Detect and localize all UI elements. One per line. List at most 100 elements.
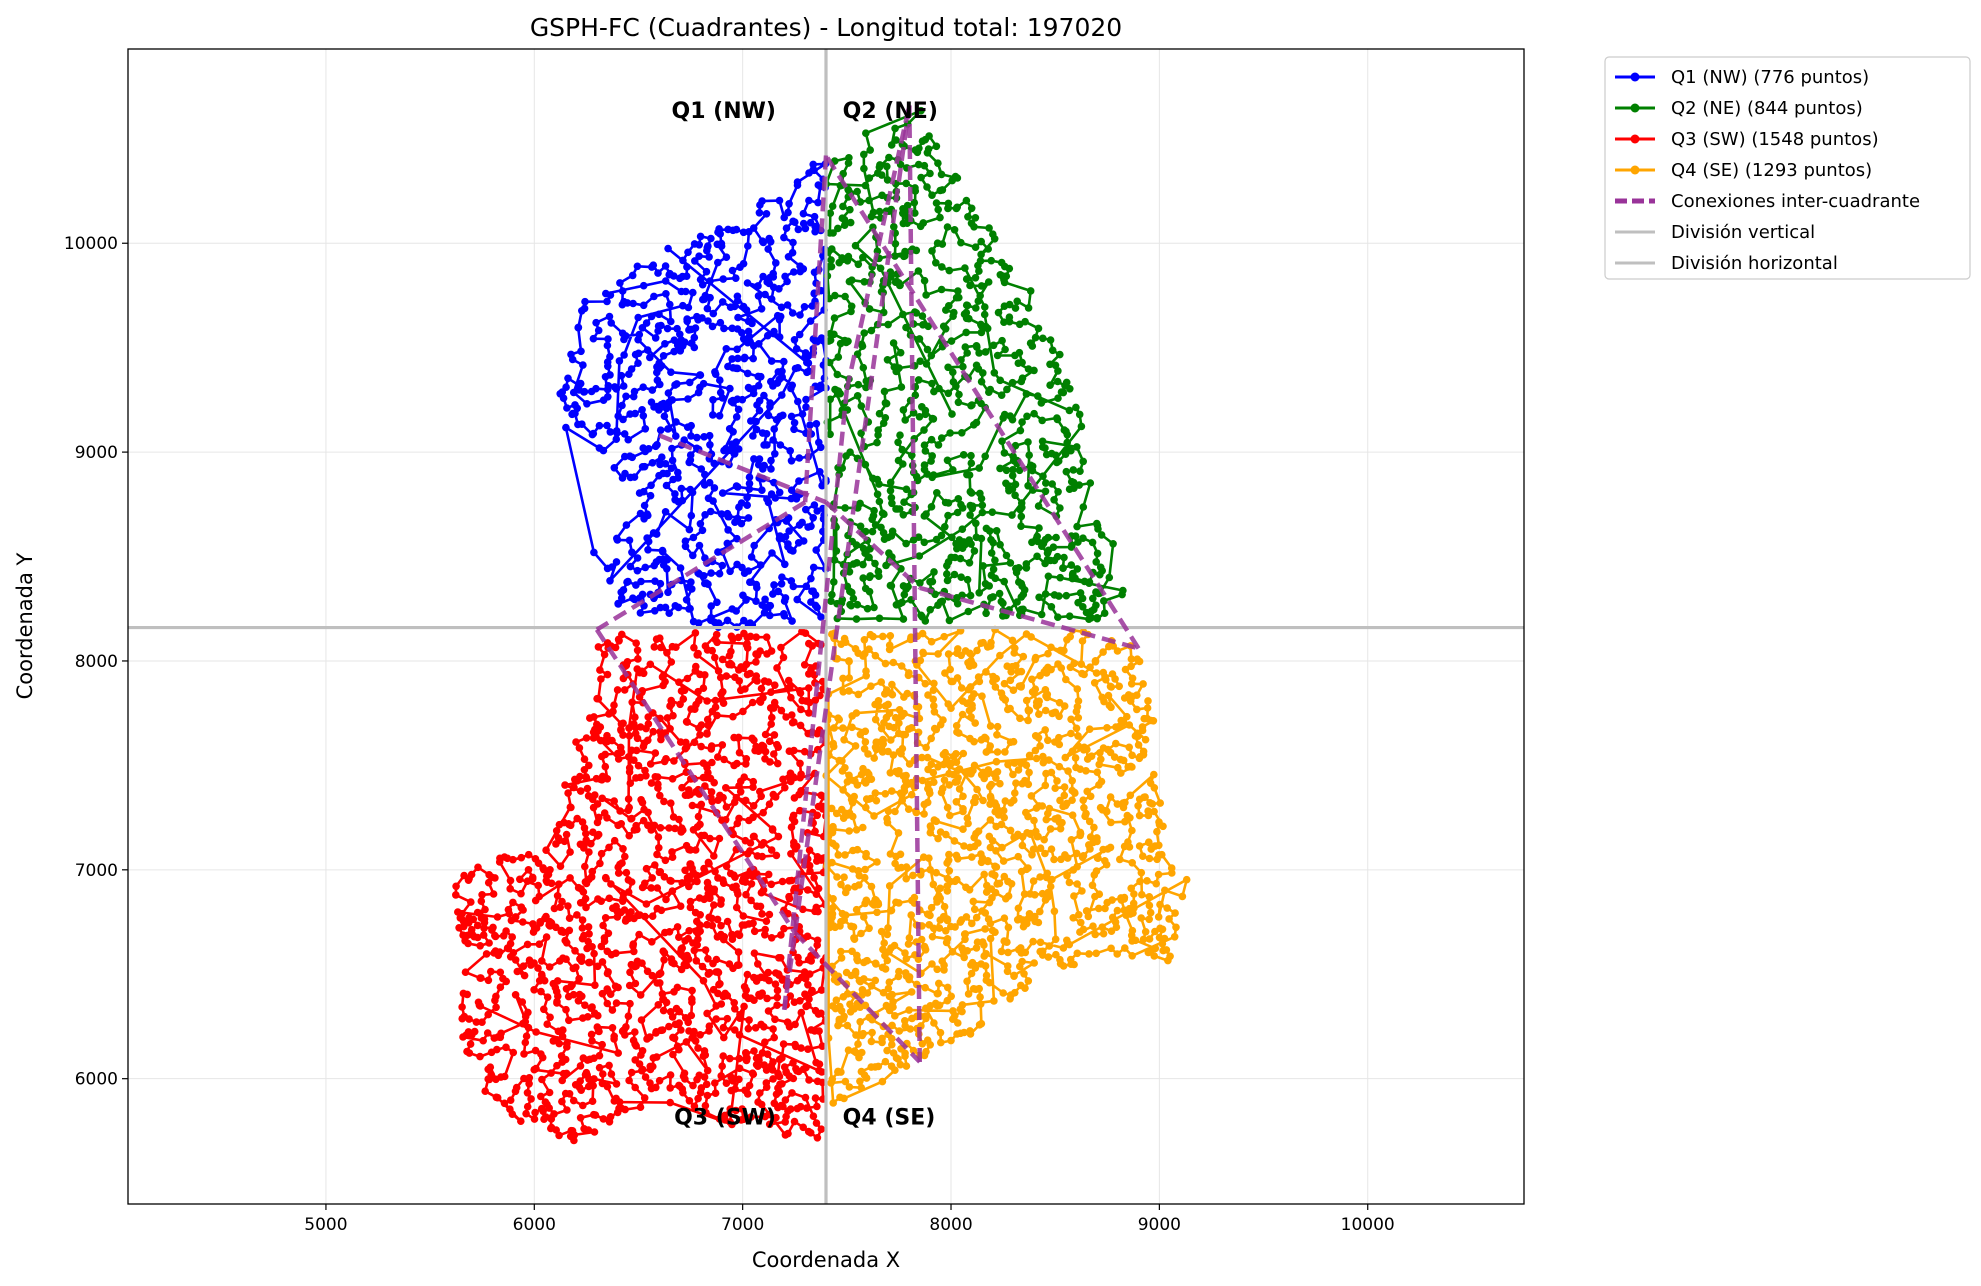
data-point xyxy=(705,253,713,261)
data-point xyxy=(1138,890,1146,899)
data-point xyxy=(762,917,771,925)
data-point xyxy=(1078,887,1086,895)
data-point xyxy=(904,940,913,948)
data-point xyxy=(682,1038,691,1046)
data-point xyxy=(703,729,711,737)
data-point xyxy=(773,311,782,320)
data-point xyxy=(978,508,987,517)
data-point xyxy=(778,391,786,399)
data-point xyxy=(634,359,642,368)
data-point xyxy=(711,1079,719,1087)
data-point xyxy=(951,778,960,786)
data-point xyxy=(1161,886,1169,895)
data-point xyxy=(727,647,735,656)
data-point xyxy=(805,169,813,177)
data-point xyxy=(1125,721,1134,729)
data-point xyxy=(921,946,930,954)
data-point xyxy=(847,302,856,311)
data-point xyxy=(927,503,936,511)
data-point xyxy=(679,256,687,265)
data-point xyxy=(1082,767,1090,775)
data-point xyxy=(708,758,716,767)
data-point xyxy=(905,669,913,677)
data-point xyxy=(841,851,849,859)
data-point xyxy=(1093,854,1102,862)
data-point xyxy=(549,1037,558,1045)
data-point xyxy=(493,913,502,921)
data-point xyxy=(905,1006,913,1014)
data-point xyxy=(712,630,721,639)
data-point xyxy=(717,900,725,908)
data-point xyxy=(616,279,624,287)
data-point xyxy=(761,1038,769,1046)
data-point xyxy=(930,679,938,688)
data-point xyxy=(603,775,612,783)
data-point xyxy=(664,389,673,397)
x-tick-label: 10000 xyxy=(1341,1215,1395,1235)
data-point xyxy=(978,692,986,700)
data-point xyxy=(958,944,966,952)
data-point xyxy=(750,736,758,745)
data-point xyxy=(868,899,877,908)
plot-frame xyxy=(127,48,1525,1205)
data-point xyxy=(878,191,886,200)
data-point xyxy=(716,376,724,385)
data-point xyxy=(616,743,625,752)
data-point xyxy=(815,1060,824,1068)
data-point xyxy=(986,816,995,824)
data-point xyxy=(907,790,916,799)
data-point xyxy=(687,578,695,586)
data-point xyxy=(920,276,929,285)
data-point xyxy=(529,928,538,936)
data-point xyxy=(976,489,984,498)
data-point xyxy=(865,196,873,205)
data-point xyxy=(700,831,709,840)
data-point xyxy=(484,1010,493,1019)
data-point xyxy=(683,263,691,271)
data-point xyxy=(642,319,651,327)
data-point xyxy=(796,1102,805,1111)
data-point xyxy=(834,851,843,859)
data-point xyxy=(628,271,637,280)
data-point xyxy=(896,431,904,440)
data-point xyxy=(704,580,712,588)
data-point xyxy=(567,1126,575,1135)
data-point xyxy=(693,877,701,886)
data-point xyxy=(537,970,546,979)
data-point xyxy=(1007,880,1016,888)
data-point xyxy=(861,865,869,874)
data-point xyxy=(916,222,925,231)
data-point xyxy=(1129,899,1138,908)
data-point xyxy=(589,1081,597,1090)
data-point xyxy=(790,425,798,434)
data-point xyxy=(734,354,742,363)
data-point xyxy=(916,579,924,587)
data-point xyxy=(785,877,793,885)
data-point xyxy=(899,615,908,623)
data-point xyxy=(1063,871,1071,880)
data-point xyxy=(926,911,934,920)
data-point xyxy=(732,438,740,446)
data-point xyxy=(986,843,995,852)
data-point xyxy=(717,1072,725,1080)
data-point xyxy=(1092,949,1100,958)
data-point xyxy=(654,1001,663,1009)
data-point xyxy=(971,274,980,282)
data-point xyxy=(740,353,749,362)
data-point xyxy=(739,912,748,920)
data-point xyxy=(587,1030,596,1039)
data-point xyxy=(458,1014,467,1023)
data-point xyxy=(949,312,957,321)
data-point xyxy=(886,581,895,590)
data-point xyxy=(803,1104,811,1112)
data-point xyxy=(851,742,860,750)
data-point xyxy=(730,302,739,311)
data-point xyxy=(718,561,727,570)
data-point xyxy=(694,935,702,943)
data-point xyxy=(661,277,670,285)
data-point xyxy=(921,617,930,625)
data-point xyxy=(835,258,843,267)
legend-entry: Q3 (SW) (1548 puntos) xyxy=(1615,129,1879,150)
data-point xyxy=(696,731,704,739)
data-point xyxy=(895,706,904,714)
